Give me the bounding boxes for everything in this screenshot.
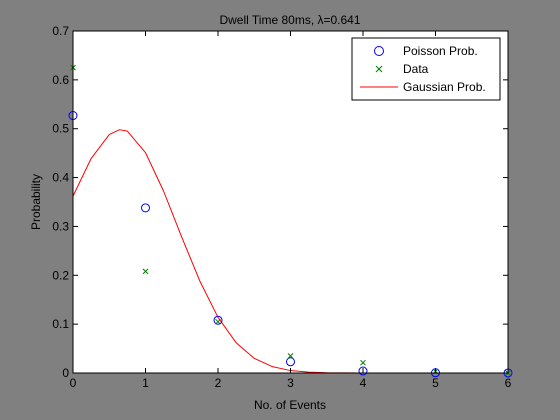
poisson-point (358, 366, 368, 376)
data-point (142, 268, 149, 275)
poisson-point (213, 315, 223, 325)
data-point (287, 353, 294, 359)
x-tick-label: 3 (287, 376, 294, 390)
y-tick-label: 0.7 (52, 24, 69, 38)
poisson-point (286, 357, 295, 367)
poisson-point (141, 203, 150, 213)
x-tick-label: 2 (215, 376, 222, 390)
x-tick-label: 6 (505, 376, 512, 390)
legend-box (351, 37, 501, 101)
y-tick-label: 0.1 (52, 317, 69, 331)
x-tick-label: 1 (142, 376, 149, 390)
chart-title: Dwell Time 80ms, λ=0.641 (219, 13, 360, 27)
legend-label-gaussian: Gaussian Prob. (403, 80, 486, 94)
data-point (215, 318, 221, 325)
legend-label-poisson: Poisson Prob. (403, 44, 478, 58)
legend-marker-poisson (374, 46, 384, 56)
y-tick-label: 0.2 (52, 268, 69, 282)
data-point (360, 359, 366, 366)
x-tick-label: 4 (360, 376, 367, 390)
x-axis-label: No. of Events (254, 398, 326, 412)
y-tick-label: 0.4 (52, 171, 69, 185)
y-tick-label: 0.5 (52, 122, 69, 136)
y-axis-label: Probability (29, 174, 43, 230)
legend-marker-data (375, 65, 383, 73)
legend-label-data: Data (403, 62, 429, 76)
y-tick-label: 0.3 (52, 219, 69, 233)
y-tick-label: 0.6 (52, 73, 69, 87)
y-tick-label: 0 (62, 366, 69, 380)
x-tick-label: 5 (432, 376, 439, 390)
legend: Poisson Prob. Data Gaussian Prob. (351, 37, 501, 101)
x-tick-label: 0 (70, 376, 77, 390)
